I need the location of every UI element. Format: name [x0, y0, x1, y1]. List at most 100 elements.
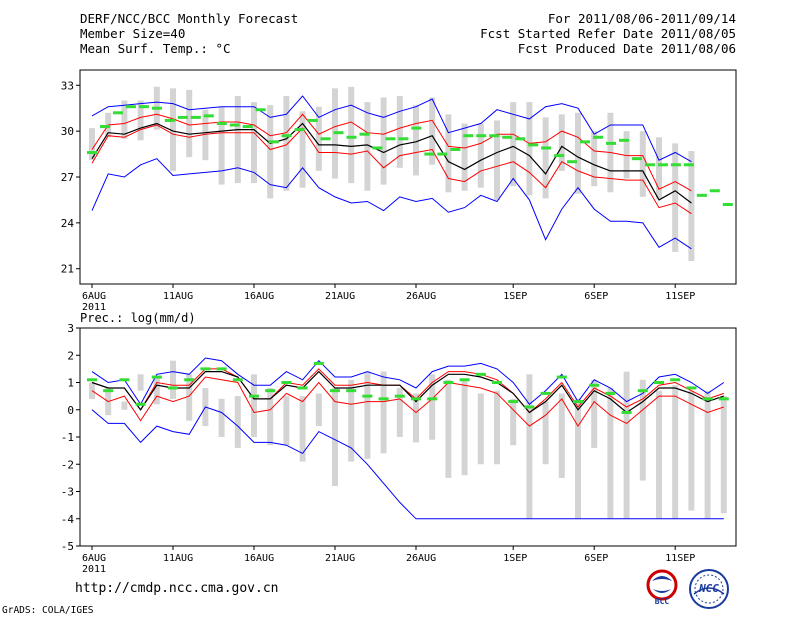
prec-observed-mark — [313, 361, 324, 365]
temp-range-bar — [558, 114, 565, 171]
prec-x-tick-label: 21AUG — [325, 553, 355, 564]
temp-observed-mark — [190, 115, 201, 119]
prec-observed-mark — [540, 391, 551, 395]
temp-observed-mark — [372, 146, 383, 150]
prec-x-tick-label: 1SEP — [503, 553, 527, 564]
temp-frame — [79, 69, 737, 285]
prec-observed-mark — [200, 367, 211, 371]
temp-observed-mark — [346, 135, 357, 139]
temp-observed-mark — [606, 141, 617, 145]
temp-y-tick-label: 24 — [61, 217, 75, 230]
bcc-logo-text: BCC — [655, 597, 670, 606]
prec-range-bar — [283, 396, 290, 446]
prec-mean-line — [91, 370, 724, 414]
prec-observed-mark — [330, 389, 340, 393]
temp-range-bar — [170, 88, 176, 171]
prec-max-line — [91, 357, 725, 406]
prec-range-bar — [575, 398, 581, 519]
prec-x-tick-label: 11SEP — [665, 553, 695, 564]
prec-observed-mark — [281, 381, 292, 384]
grads-credit: GrADS: COLA/IGES — [2, 605, 94, 616]
source-url[interactable]: http://cmdp.ncc.cma.gov.cn — [75, 581, 279, 596]
prec-range-bar — [445, 379, 452, 478]
temp-range-bar — [202, 109, 209, 161]
temp-observed-mark — [502, 135, 513, 139]
prec-panel-title: Prec.: log(mm/d) — [80, 311, 196, 325]
temp-observed-mark — [657, 163, 668, 167]
temp-observed-mark — [424, 152, 435, 156]
temp-y-tick-label: 27 — [61, 171, 74, 184]
temp-observed-mark — [398, 137, 409, 141]
prec-observed-mark — [216, 367, 227, 371]
temp-observed-mark — [670, 163, 681, 167]
temp-observed-mark — [268, 140, 279, 144]
temp-range-bar — [364, 102, 371, 191]
temp-observed-mark — [307, 118, 318, 122]
prec-y-tick-label: -1 — [61, 431, 74, 444]
prec-observed-mark — [346, 389, 357, 393]
prec-range-bar — [251, 374, 257, 437]
temp-x-tick-label: 1SEP — [503, 291, 527, 302]
prec-observed-mark — [394, 394, 405, 398]
prec-observed-mark — [475, 372, 486, 376]
temp-x-tick-label: 11SEP — [665, 291, 695, 302]
prec-range-bar — [494, 390, 500, 465]
prec-range-bar — [137, 374, 144, 391]
prec-observed-mark — [362, 394, 373, 398]
temp-observed-mark — [489, 134, 500, 138]
prec-x-tick-label: 16AUG — [244, 553, 274, 564]
temp-range-bar — [461, 123, 468, 191]
temp-range-bar — [299, 111, 306, 188]
temp-range-bar — [251, 102, 257, 184]
ncc-logo: NCC — [689, 569, 729, 609]
prec-observed-mark — [686, 386, 697, 390]
prec-x-tick-label: 11AUG — [163, 553, 193, 564]
temp-observed-mark — [164, 118, 175, 122]
temp-observed-mark — [450, 147, 461, 151]
prec-range-bar — [170, 360, 176, 399]
prec-range-bar — [720, 396, 727, 514]
prec-observed-mark — [184, 378, 195, 382]
temp-observed-mark — [87, 151, 97, 155]
header-right: For 2011/08/06-2011/09/14 Fcst Started R… — [480, 11, 736, 56]
temp-range-bar — [494, 120, 500, 200]
temp-observed-mark — [437, 152, 448, 156]
prec-range-bar — [380, 371, 387, 454]
prec-observed-mark — [589, 383, 600, 387]
temp-observed-mark — [242, 125, 253, 129]
prec-observed-mark — [621, 410, 632, 414]
prec-observed-mark — [524, 405, 535, 409]
temp-x-tick-label: 16AUG — [244, 291, 274, 302]
prec-y-tick-label: 1 — [67, 377, 74, 390]
temp-max-line — [91, 95, 692, 163]
temp-observed-mark — [177, 115, 188, 119]
temp-observed-mark — [411, 126, 422, 130]
prec-observed-mark — [573, 400, 583, 404]
produced-date: Fcst Produced Date 2011/08/06 — [517, 41, 736, 56]
prec-y-tick-label: -5 — [61, 540, 74, 553]
temp-range-bar — [396, 95, 403, 168]
prec-range-bar — [413, 393, 419, 443]
prec-range-bar — [89, 382, 95, 399]
temp-observed-mark — [216, 122, 227, 125]
prec-upper-line — [91, 368, 724, 414]
prec-observed-mark — [654, 381, 664, 384]
prec-y-tick-label: 2 — [67, 349, 74, 362]
prec-observed-mark — [492, 381, 502, 384]
bcc-logo: BCC — [646, 569, 678, 606]
prec-range-bar — [267, 387, 274, 446]
prec-observed-mark — [265, 389, 276, 393]
prec-range-bar — [623, 371, 630, 519]
prec-x-tick-label: 26AUG — [406, 553, 436, 564]
prec-observed-mark — [87, 378, 97, 382]
prec-x-tick-label: 6SEP — [584, 553, 608, 564]
temp-x-tick-label: 11AUG — [163, 291, 193, 302]
temp-observed-mark — [138, 105, 149, 109]
refer-date: Fcst Started Refer Date 2011/08/05 — [480, 26, 736, 41]
prec-observed-mark — [605, 391, 616, 395]
temp-observed-mark — [112, 111, 123, 115]
temp-y-tick-label: 30 — [61, 125, 74, 138]
temp-observed-mark — [385, 137, 396, 141]
prec-observed-mark — [556, 375, 567, 379]
prec-range-bar — [558, 393, 565, 478]
